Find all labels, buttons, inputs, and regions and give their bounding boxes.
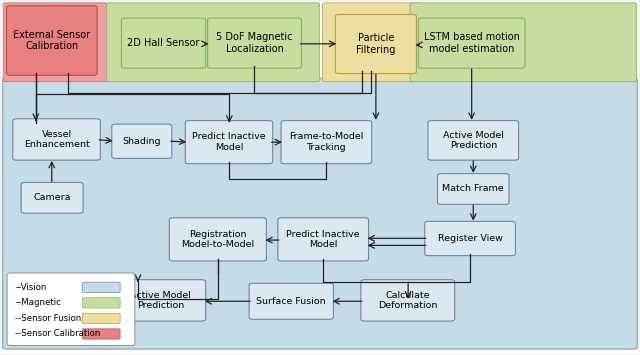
Text: 5 DoF Magnetic
Localization: 5 DoF Magnetic Localization xyxy=(216,32,292,54)
FancyBboxPatch shape xyxy=(323,3,422,82)
Text: Match Frame: Match Frame xyxy=(442,185,504,193)
FancyBboxPatch shape xyxy=(278,218,369,261)
FancyBboxPatch shape xyxy=(249,283,333,319)
Text: Shading: Shading xyxy=(123,137,161,146)
Text: Frame-to-Model
Tracking: Frame-to-Model Tracking xyxy=(289,132,364,152)
FancyBboxPatch shape xyxy=(425,222,515,256)
FancyBboxPatch shape xyxy=(13,119,100,160)
Text: Predict Inactive
Model: Predict Inactive Model xyxy=(286,230,360,249)
Text: External Sensor
Calibration: External Sensor Calibration xyxy=(13,30,90,51)
FancyBboxPatch shape xyxy=(107,3,319,82)
FancyBboxPatch shape xyxy=(438,174,509,204)
FancyBboxPatch shape xyxy=(419,18,525,68)
Text: Register View: Register View xyxy=(438,234,502,243)
Text: 2D Hall Sensor: 2D Hall Sensor xyxy=(127,38,200,48)
FancyBboxPatch shape xyxy=(83,282,120,293)
FancyBboxPatch shape xyxy=(112,124,172,158)
Text: Particle
Filtering: Particle Filtering xyxy=(356,33,396,55)
Text: --Vision: --Vision xyxy=(15,283,47,291)
FancyBboxPatch shape xyxy=(83,313,120,323)
FancyBboxPatch shape xyxy=(83,329,120,339)
Text: --Sensor Fusion: --Sensor Fusion xyxy=(15,314,82,323)
FancyBboxPatch shape xyxy=(3,78,637,349)
FancyBboxPatch shape xyxy=(428,121,518,160)
FancyBboxPatch shape xyxy=(207,18,301,68)
Text: LSTM based motion
model estimation: LSTM based motion model estimation xyxy=(424,32,520,54)
FancyBboxPatch shape xyxy=(7,273,135,345)
FancyBboxPatch shape xyxy=(6,6,97,75)
Text: Vessel
Enhancement: Vessel Enhancement xyxy=(24,130,90,149)
FancyBboxPatch shape xyxy=(21,182,83,213)
FancyBboxPatch shape xyxy=(122,18,205,68)
FancyBboxPatch shape xyxy=(361,280,455,321)
FancyBboxPatch shape xyxy=(170,218,266,261)
FancyBboxPatch shape xyxy=(115,280,205,321)
Text: --Sensor Calibration: --Sensor Calibration xyxy=(15,329,100,338)
Text: Active Model
Prediction: Active Model Prediction xyxy=(443,131,504,150)
Text: Active Model
Prediction: Active Model Prediction xyxy=(130,291,191,310)
FancyBboxPatch shape xyxy=(83,298,120,308)
FancyBboxPatch shape xyxy=(335,15,417,73)
Text: Surface Fusion: Surface Fusion xyxy=(257,297,326,306)
FancyBboxPatch shape xyxy=(281,121,372,164)
Text: Calculate
Deformation: Calculate Deformation xyxy=(378,291,438,310)
Text: Camera: Camera xyxy=(33,193,71,202)
FancyBboxPatch shape xyxy=(185,121,273,164)
Text: Predict Inactive
Model: Predict Inactive Model xyxy=(192,132,266,152)
FancyBboxPatch shape xyxy=(410,3,637,82)
FancyBboxPatch shape xyxy=(3,3,108,82)
Text: --Magnetic: --Magnetic xyxy=(15,298,61,307)
Text: Registration
Model-to-Model: Registration Model-to-Model xyxy=(181,230,254,249)
